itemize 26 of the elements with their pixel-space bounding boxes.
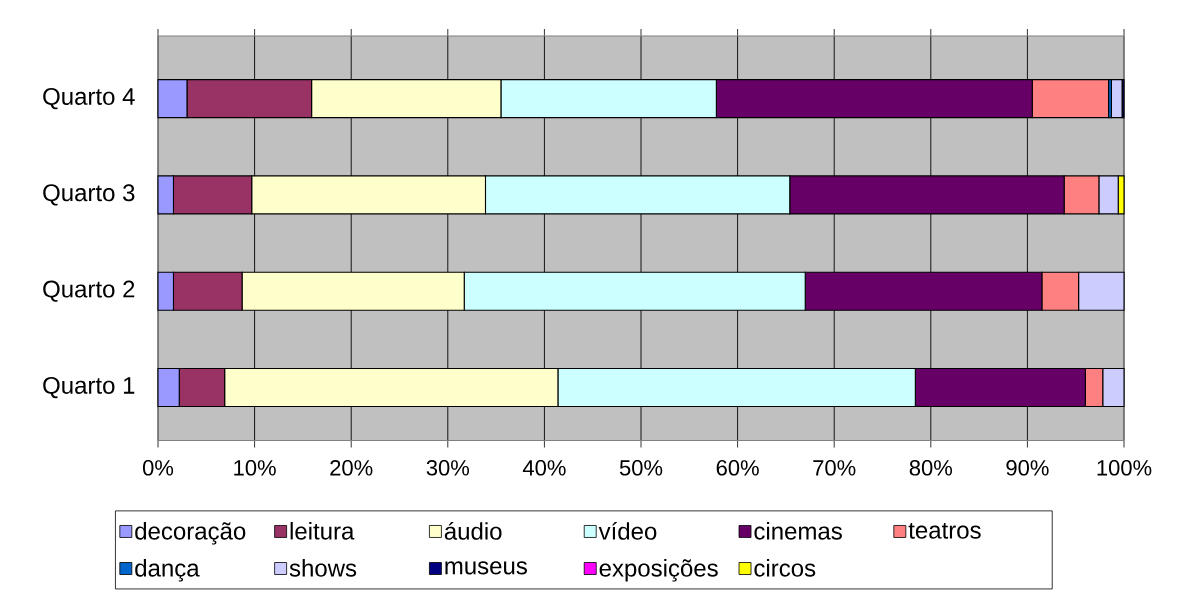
legend-label: áudio	[444, 521, 502, 540]
legend-label: shows	[289, 559, 357, 577]
x-tick-label: 20%	[330, 460, 373, 476]
x-tick-label: 60%	[716, 460, 759, 476]
y-tick-label: Quarto 2	[43, 280, 135, 302]
y-tick-label: Quarto 1	[43, 376, 135, 399]
y-tick-label: Quarto 4	[43, 87, 135, 110]
x-tick-label: 40%	[522, 460, 566, 476]
x-tick-label: 10%	[234, 460, 276, 476]
x-tick-label: 90%	[1006, 460, 1049, 476]
legend-label: teatros	[908, 522, 981, 539]
x-tick-label: 100%	[1097, 460, 1152, 476]
legend-label: cinemas	[754, 522, 842, 540]
x-tick-label: 0%	[142, 460, 174, 476]
x-tick-label: 30%	[426, 460, 470, 476]
x-tick-label: 50%	[619, 460, 663, 476]
y-tick-label: Quarto 3	[43, 184, 135, 206]
legend-label: exposições	[599, 559, 718, 582]
x-tick-label: 80%	[909, 460, 953, 476]
x-tick-label: 70%	[813, 460, 856, 476]
legend-label: vídeo	[598, 521, 657, 540]
legend-label: circos	[754, 559, 816, 577]
legend-label: dança	[135, 559, 200, 582]
legend-label: decoração	[135, 522, 246, 545]
legend-label: museus	[445, 561, 527, 575]
legend-label: leitura	[290, 522, 355, 540]
